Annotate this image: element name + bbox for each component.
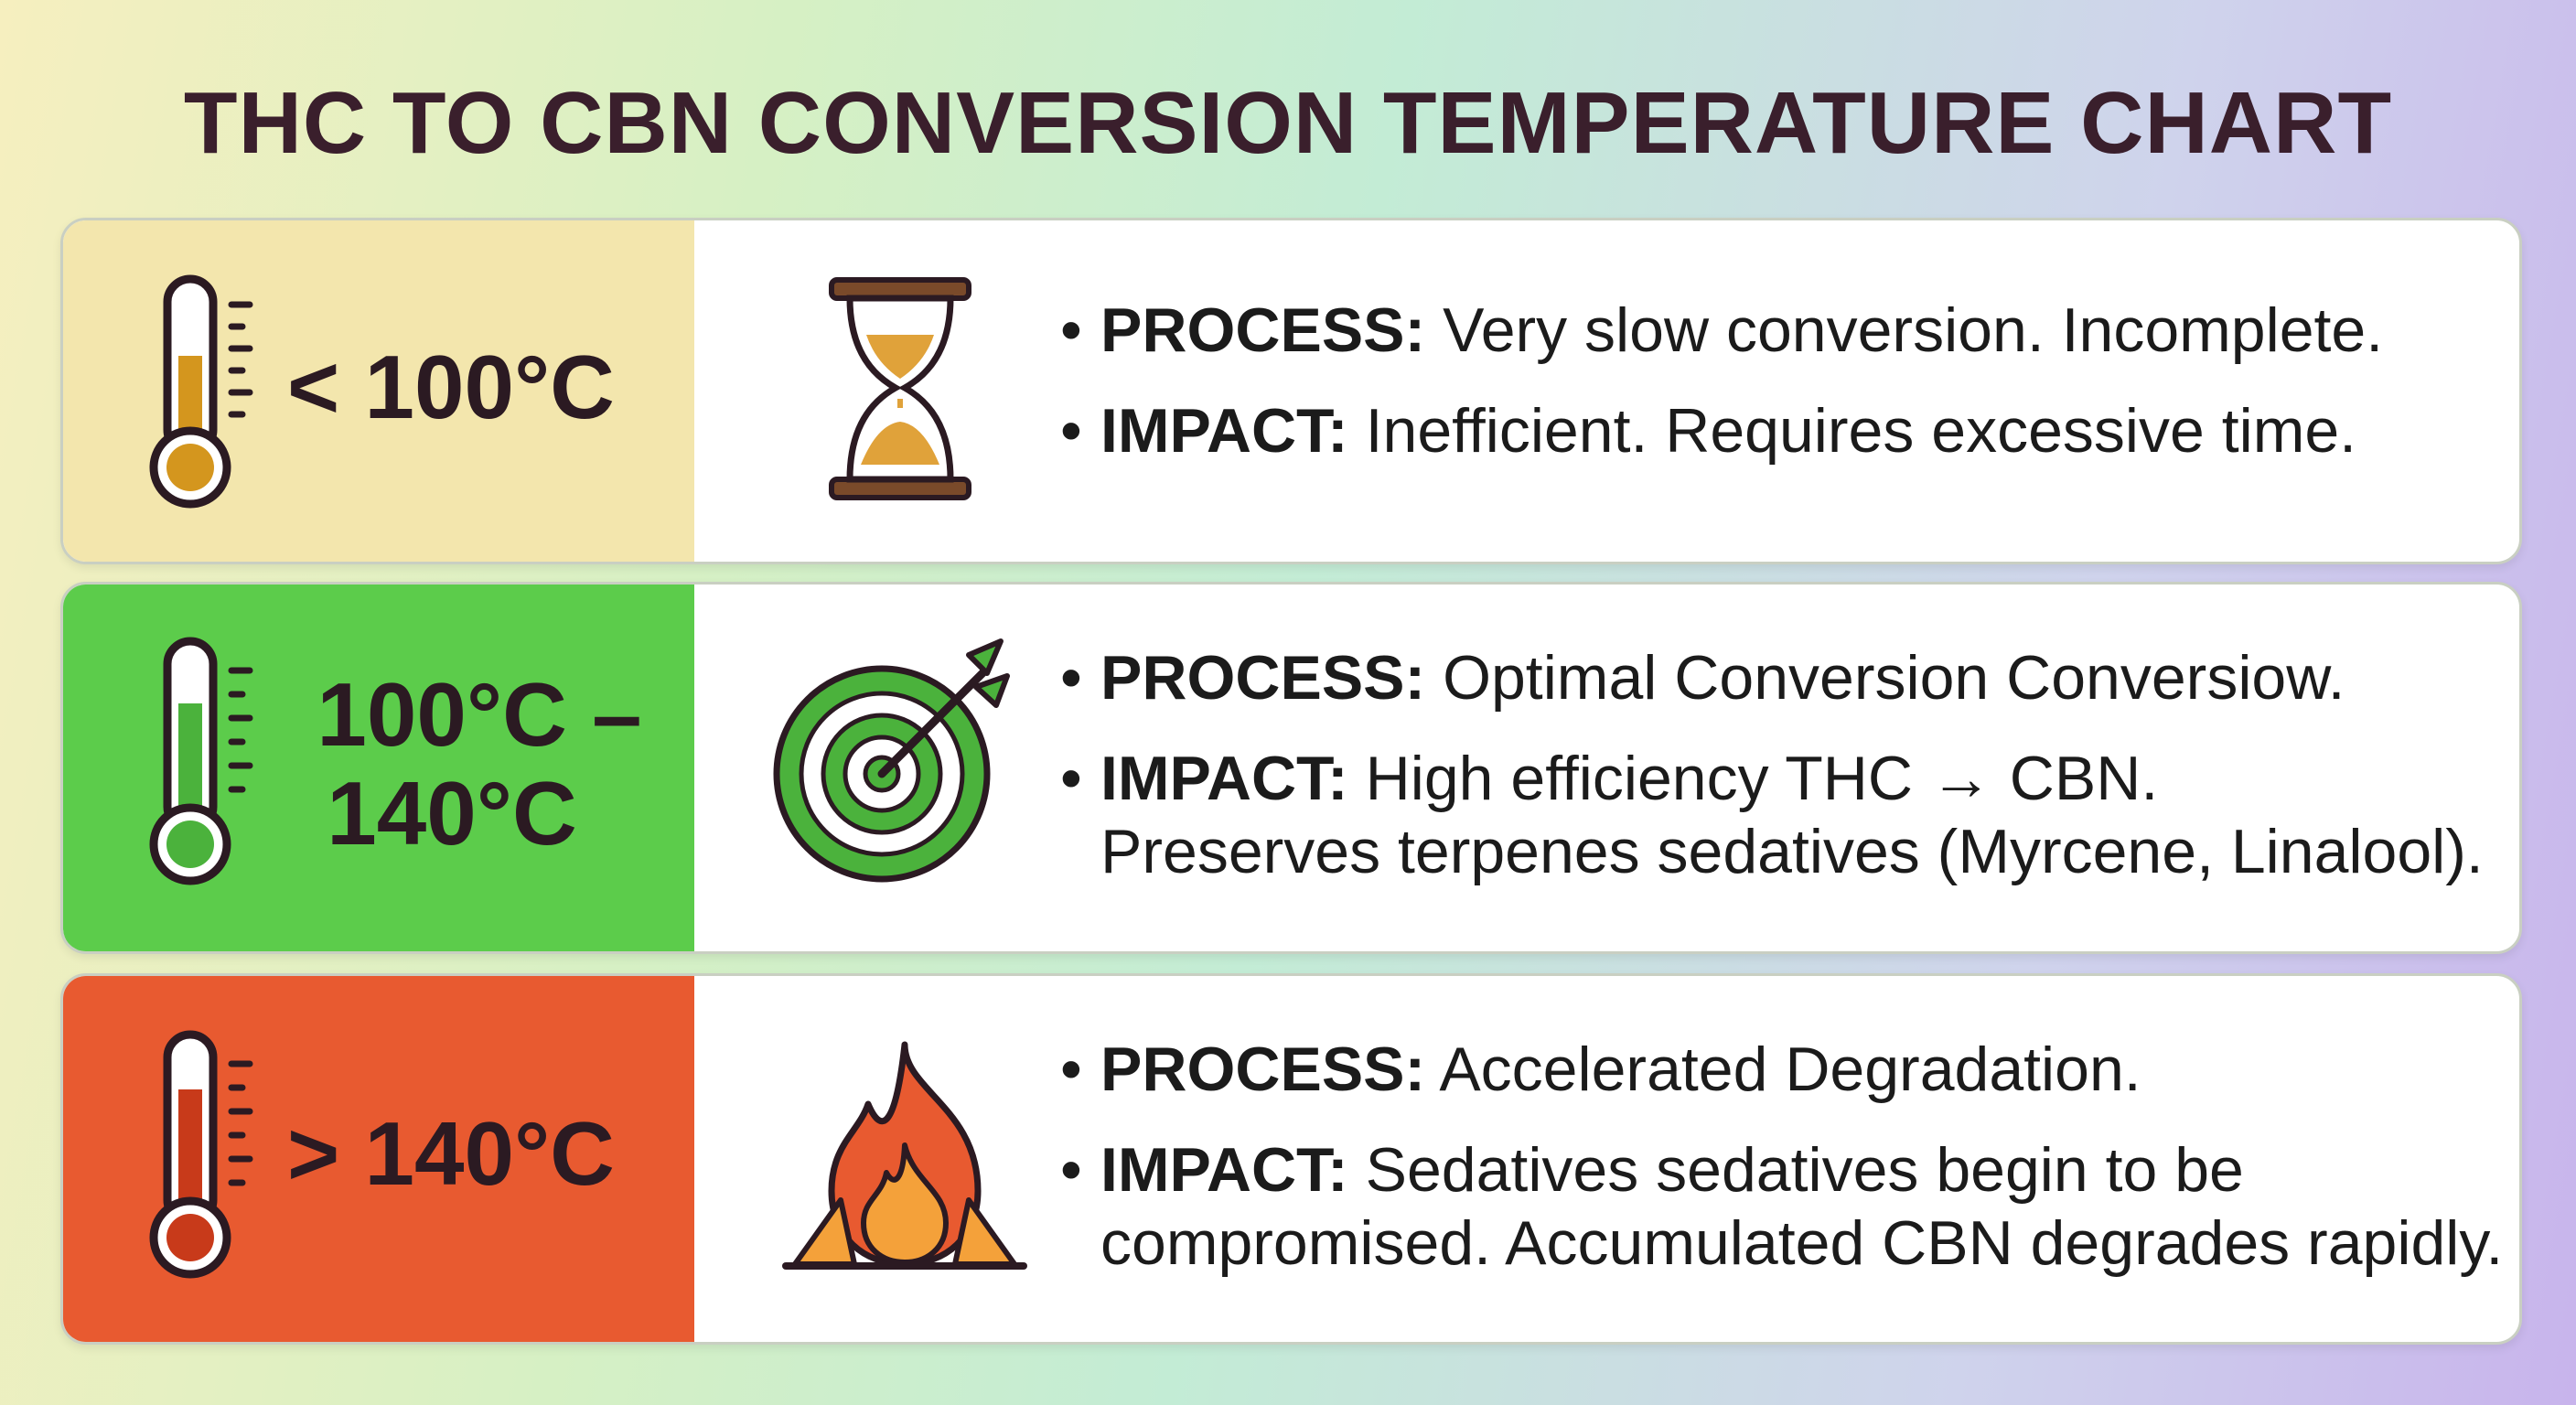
- process-bullet: PROCESS: Accelerated Degradation.: [1060, 1033, 2501, 1106]
- thermometer-icon: [149, 1030, 253, 1279]
- process-bullet: PROCESS: Very slow conversion. Incomplet…: [1060, 294, 2501, 367]
- impact-bullet: IMPACT: High efficiency THC → CBN.Preser…: [1060, 742, 2501, 888]
- temperature-row-high: > 140°C PROCESS: Accelerated Degradation…: [60, 973, 2522, 1345]
- temperature-cell: 100°C – 140°C: [63, 585, 694, 951]
- temperature-cell: < 100°C: [63, 220, 694, 562]
- info-bullets: PROCESS: Accelerated Degradation. IMPACT…: [1060, 1033, 2503, 1280]
- impact-bullet: IMPACT: Sedatives sedatives begin to bec…: [1060, 1133, 2503, 1280]
- thermometer-icon: [149, 637, 253, 885]
- temperature-label: < 100°C: [287, 337, 615, 437]
- temperature-row-low: < 100°C PROCESS: Very slow conversion. I…: [60, 218, 2522, 564]
- temperature-label-start: 100°C –: [317, 664, 642, 765]
- temperature-label: > 140°C: [287, 1103, 615, 1204]
- info-bullets: PROCESS: Very slow conversion. Incomplet…: [1060, 294, 2501, 467]
- fire-icon: [782, 1041, 1027, 1270]
- temperature-label-end: 140°C: [327, 763, 577, 863]
- chart-title: THC TO CBN CONVERSION TEMPERATURE CHART: [183, 74, 2393, 172]
- hourglass-icon: [829, 277, 971, 500]
- temperature-row-optimal: 100°C – 140°C PROCESS: Optimal Conversio…: [60, 582, 2522, 954]
- temperature-cell: > 140°C: [63, 976, 694, 1342]
- thermometer-icon: [149, 274, 253, 509]
- target-icon: [773, 638, 1010, 883]
- impact-bullet: IMPACT: Inefficient. Requires excessive …: [1060, 394, 2501, 467]
- info-bullets: PROCESS: Optimal Conversion Conversiow. …: [1060, 641, 2501, 888]
- process-bullet: PROCESS: Optimal Conversion Conversiow.: [1060, 641, 2501, 714]
